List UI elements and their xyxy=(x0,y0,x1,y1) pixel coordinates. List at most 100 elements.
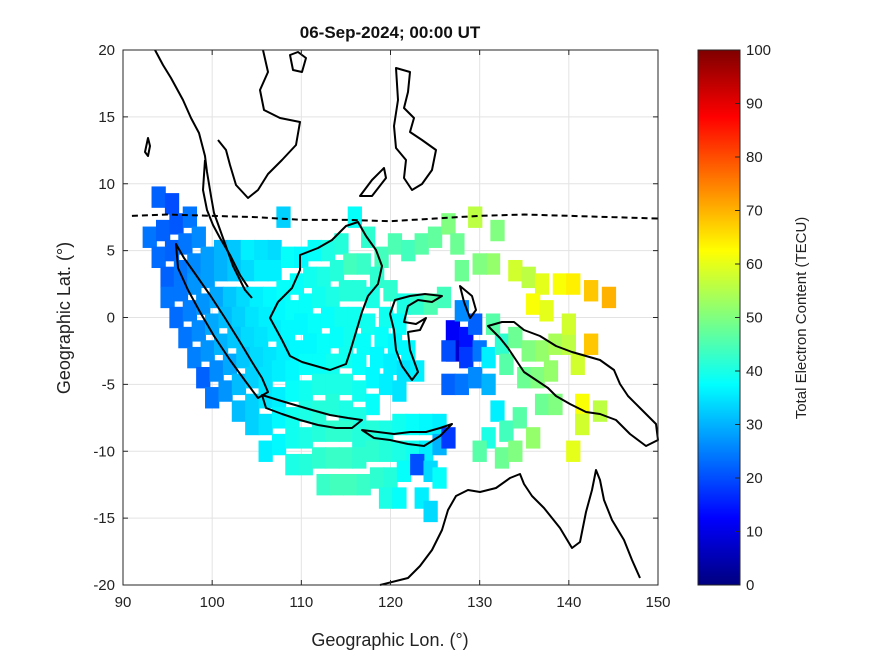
tec-cell xyxy=(222,353,238,376)
tec-cell xyxy=(472,440,487,462)
tec-cell xyxy=(575,393,590,416)
tec-cell xyxy=(187,346,202,369)
tec-cell xyxy=(392,413,407,436)
tec-cell xyxy=(205,313,220,335)
tec-cell xyxy=(276,280,291,302)
tec-cell xyxy=(213,333,229,355)
tec-cell xyxy=(298,427,313,449)
tec-cell xyxy=(445,320,461,342)
tec-cell xyxy=(517,366,532,389)
tec-cell xyxy=(222,286,238,309)
colorbar-label: Total Electron Content (TECU) xyxy=(793,217,810,420)
tec-cell xyxy=(289,273,305,295)
tec-cell xyxy=(508,259,523,282)
tec-cell xyxy=(312,447,327,469)
tec-cell xyxy=(352,380,367,402)
tec-cell xyxy=(191,226,206,248)
tec-cell xyxy=(369,467,385,489)
x-axis-ticks: 90 100 110 120 130 140 150 xyxy=(115,50,671,611)
tec-cell xyxy=(441,340,456,362)
coastline-vietnam-lake xyxy=(289,51,307,73)
y-tick-label: 5 xyxy=(107,243,115,260)
tec-cell xyxy=(583,280,599,302)
tec-cell xyxy=(312,286,327,309)
tec-cell xyxy=(352,407,367,429)
tec-cell xyxy=(294,313,309,335)
tec-cell xyxy=(534,393,550,416)
tec-cell xyxy=(543,360,559,382)
tec-cell xyxy=(258,366,273,389)
tec-cell xyxy=(258,413,273,436)
tec-cell xyxy=(494,333,510,355)
tec-cell xyxy=(494,447,510,469)
coastline-sulawesi xyxy=(389,293,443,381)
tec-cell xyxy=(334,306,349,329)
tec-cell xyxy=(329,259,345,282)
tec-cell xyxy=(423,293,438,315)
tec-cell xyxy=(508,440,523,462)
coastline-lesser-sunda xyxy=(361,423,453,447)
tec-cell xyxy=(213,259,229,282)
tec-cell xyxy=(196,366,211,389)
tec-cell xyxy=(178,233,193,255)
coastline-australia xyxy=(379,469,641,586)
tec-cell xyxy=(575,413,590,436)
tec-cell xyxy=(392,487,407,509)
tec-cell xyxy=(392,440,407,462)
tec-cell xyxy=(356,253,371,275)
y-tick-label: -15 xyxy=(93,510,115,527)
tec-cell xyxy=(151,186,166,208)
tec-cell xyxy=(267,320,282,342)
tec-cell xyxy=(329,326,345,349)
tec-cell xyxy=(205,387,220,409)
plot-area: 90 100 110 120 130 140 150 -20 -15 -10 -5 0 5 10 15 20 xyxy=(93,42,670,611)
tec-cell xyxy=(378,440,394,462)
tec-cell xyxy=(592,400,608,422)
tec-cell xyxy=(267,259,282,282)
tec-cell xyxy=(365,440,380,462)
tec-cell xyxy=(325,393,340,416)
tec-cell xyxy=(481,346,496,369)
tec-cell xyxy=(312,373,327,396)
tec-cell xyxy=(178,326,193,349)
tec-cell xyxy=(378,373,394,396)
tec-cell xyxy=(285,360,300,382)
coastline-borneo xyxy=(269,221,383,371)
x-tick-label: 100 xyxy=(200,594,225,611)
tec-cell xyxy=(548,333,563,355)
tec-cell xyxy=(512,407,527,429)
tec-cell xyxy=(472,253,487,275)
tec-cell xyxy=(258,440,273,462)
tec-cell xyxy=(356,473,371,496)
colorbar-tick-label: 60 xyxy=(746,256,763,273)
coastline-indochina xyxy=(154,49,253,299)
colorbar-gradient xyxy=(697,49,741,586)
y-tick-label: 10 xyxy=(98,176,115,193)
tec-cell xyxy=(316,266,331,289)
tec-cell xyxy=(298,380,313,402)
tec-cell xyxy=(387,233,403,255)
tec-cell xyxy=(231,306,247,329)
tec-cell xyxy=(142,226,157,248)
tec-cell xyxy=(187,253,202,275)
tec-cell xyxy=(383,280,398,302)
tec-cell xyxy=(280,320,296,342)
tec-cell xyxy=(182,300,198,322)
tec-cell xyxy=(249,346,264,369)
y-tick-label: 15 xyxy=(98,109,115,126)
coastlines xyxy=(144,49,659,586)
x-tick-label: 140 xyxy=(556,594,581,611)
tec-cell xyxy=(343,473,358,496)
tec-cell xyxy=(356,333,371,355)
tec-cell xyxy=(182,206,198,228)
tec-cell xyxy=(441,427,456,449)
tec-cell xyxy=(213,239,229,262)
x-tick-label: 90 xyxy=(115,594,132,611)
tec-cell xyxy=(419,413,434,436)
coastline-philippines xyxy=(393,67,437,191)
x-tick-label: 130 xyxy=(467,594,492,611)
tec-cell xyxy=(352,427,367,449)
tec-cell xyxy=(191,320,206,342)
tec-cell xyxy=(245,393,260,416)
